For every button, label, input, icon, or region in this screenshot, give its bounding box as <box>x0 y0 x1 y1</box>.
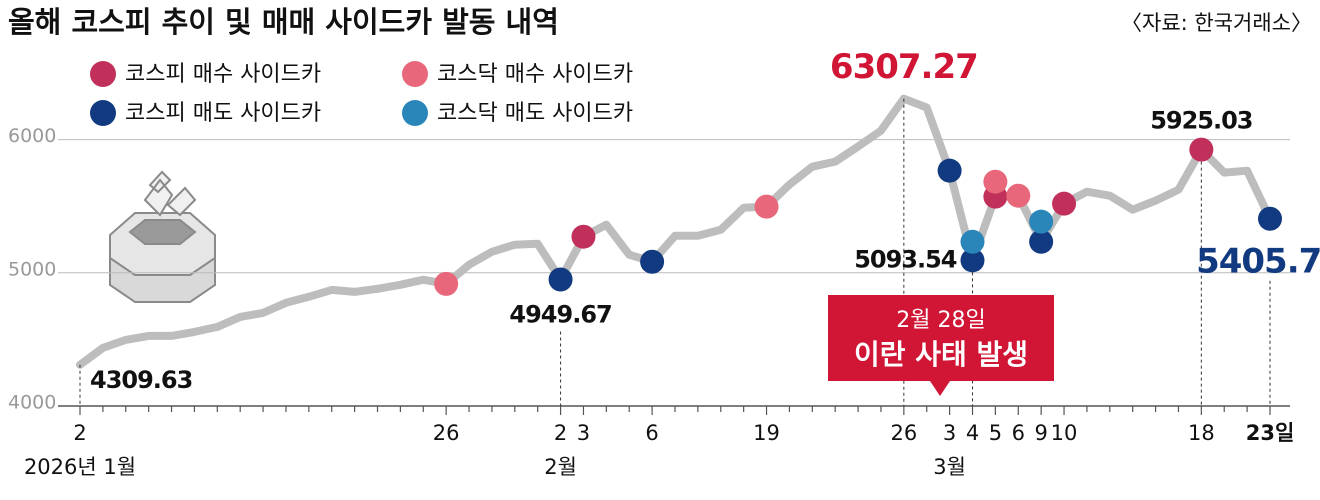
x-tick-label: 26 <box>890 421 917 445</box>
sidecar-dot <box>1029 229 1054 254</box>
legend-marker <box>90 100 116 126</box>
value-label: 5925.03 <box>1150 107 1252 135</box>
legend-marker <box>90 61 116 87</box>
sidecar-dot <box>1189 137 1214 162</box>
event-date: 2월 28일 <box>896 308 985 333</box>
legend-label: 코스피 매수 사이드카 <box>125 62 321 87</box>
event-text: 이란 사태 발생 <box>854 338 1028 371</box>
sidecar-dot <box>434 271 459 296</box>
sidecar-dot <box>754 194 779 219</box>
sidecar-dot <box>1006 183 1031 208</box>
sidecar-dot <box>1052 191 1077 216</box>
legend-label: 코스피 매도 사이드카 <box>125 101 321 126</box>
sidecar-dot <box>1029 209 1054 234</box>
sidecar-dot <box>983 169 1008 194</box>
sidecar-dot <box>937 158 962 183</box>
sidecar-dot <box>960 229 985 254</box>
x-tick-label: 10 <box>1051 421 1078 445</box>
event-callout: 2월 28일 이란 사태 발생 <box>828 295 1054 396</box>
event-box <box>828 295 1054 381</box>
value-label: 6307.27 <box>830 47 978 87</box>
sidecar-dot <box>548 267 573 292</box>
icon-paper <box>143 170 197 217</box>
legend-label: 코스닥 매도 사이드카 <box>437 101 633 126</box>
x-tick-label: 6 <box>1012 421 1025 445</box>
chart-title: 올해 코스피 추이 및 매매 사이드카 발동 내역 <box>8 5 559 39</box>
y-tick-label: 4000 <box>8 392 56 414</box>
event-pointer <box>930 381 950 396</box>
value-label: 5093.54 <box>854 245 957 273</box>
sidecar-dot <box>571 224 596 249</box>
x-tick-label: 26 <box>433 421 460 445</box>
x-tick-label: 18 <box>1188 421 1215 445</box>
x-tick-label: 4 <box>966 421 979 445</box>
x-tick-label: 19 <box>753 421 780 445</box>
x-tick-label: 3 <box>577 421 590 445</box>
month-label: 2월 <box>544 455 577 479</box>
value-label: 5405.75 <box>1196 241 1320 281</box>
x-tick-label: 6 <box>645 421 658 445</box>
month-label: 2026년 1월 <box>24 455 136 479</box>
x-tick-label: 2 <box>554 421 567 445</box>
value-label: 4309.63 <box>90 366 192 394</box>
sidecar-dot <box>640 249 665 274</box>
x-tick-label: 2 <box>73 421 86 445</box>
source: 〈자료: 한국거래소〉 <box>1121 11 1312 35</box>
legend-marker <box>402 61 428 87</box>
kospi-line <box>76 94 1274 369</box>
y-tick-label: 6000 <box>8 125 56 147</box>
icon-box <box>128 219 197 245</box>
sidecar-dot <box>960 248 985 273</box>
icon <box>109 170 216 303</box>
legend-marker <box>402 100 428 126</box>
x-tick-label: 9 <box>1034 421 1047 445</box>
x-tick-label: 23일 <box>1246 421 1295 445</box>
value-label: 4949.67 <box>509 301 611 329</box>
legend-label: 코스닥 매수 사이드카 <box>437 62 633 87</box>
x-tick-label: 3 <box>943 421 956 445</box>
month-label: 3월 <box>933 455 966 479</box>
x-tick-label: 5 <box>989 421 1002 445</box>
y-tick-label: 5000 <box>8 258 56 280</box>
sidecar-dot <box>1258 206 1282 231</box>
